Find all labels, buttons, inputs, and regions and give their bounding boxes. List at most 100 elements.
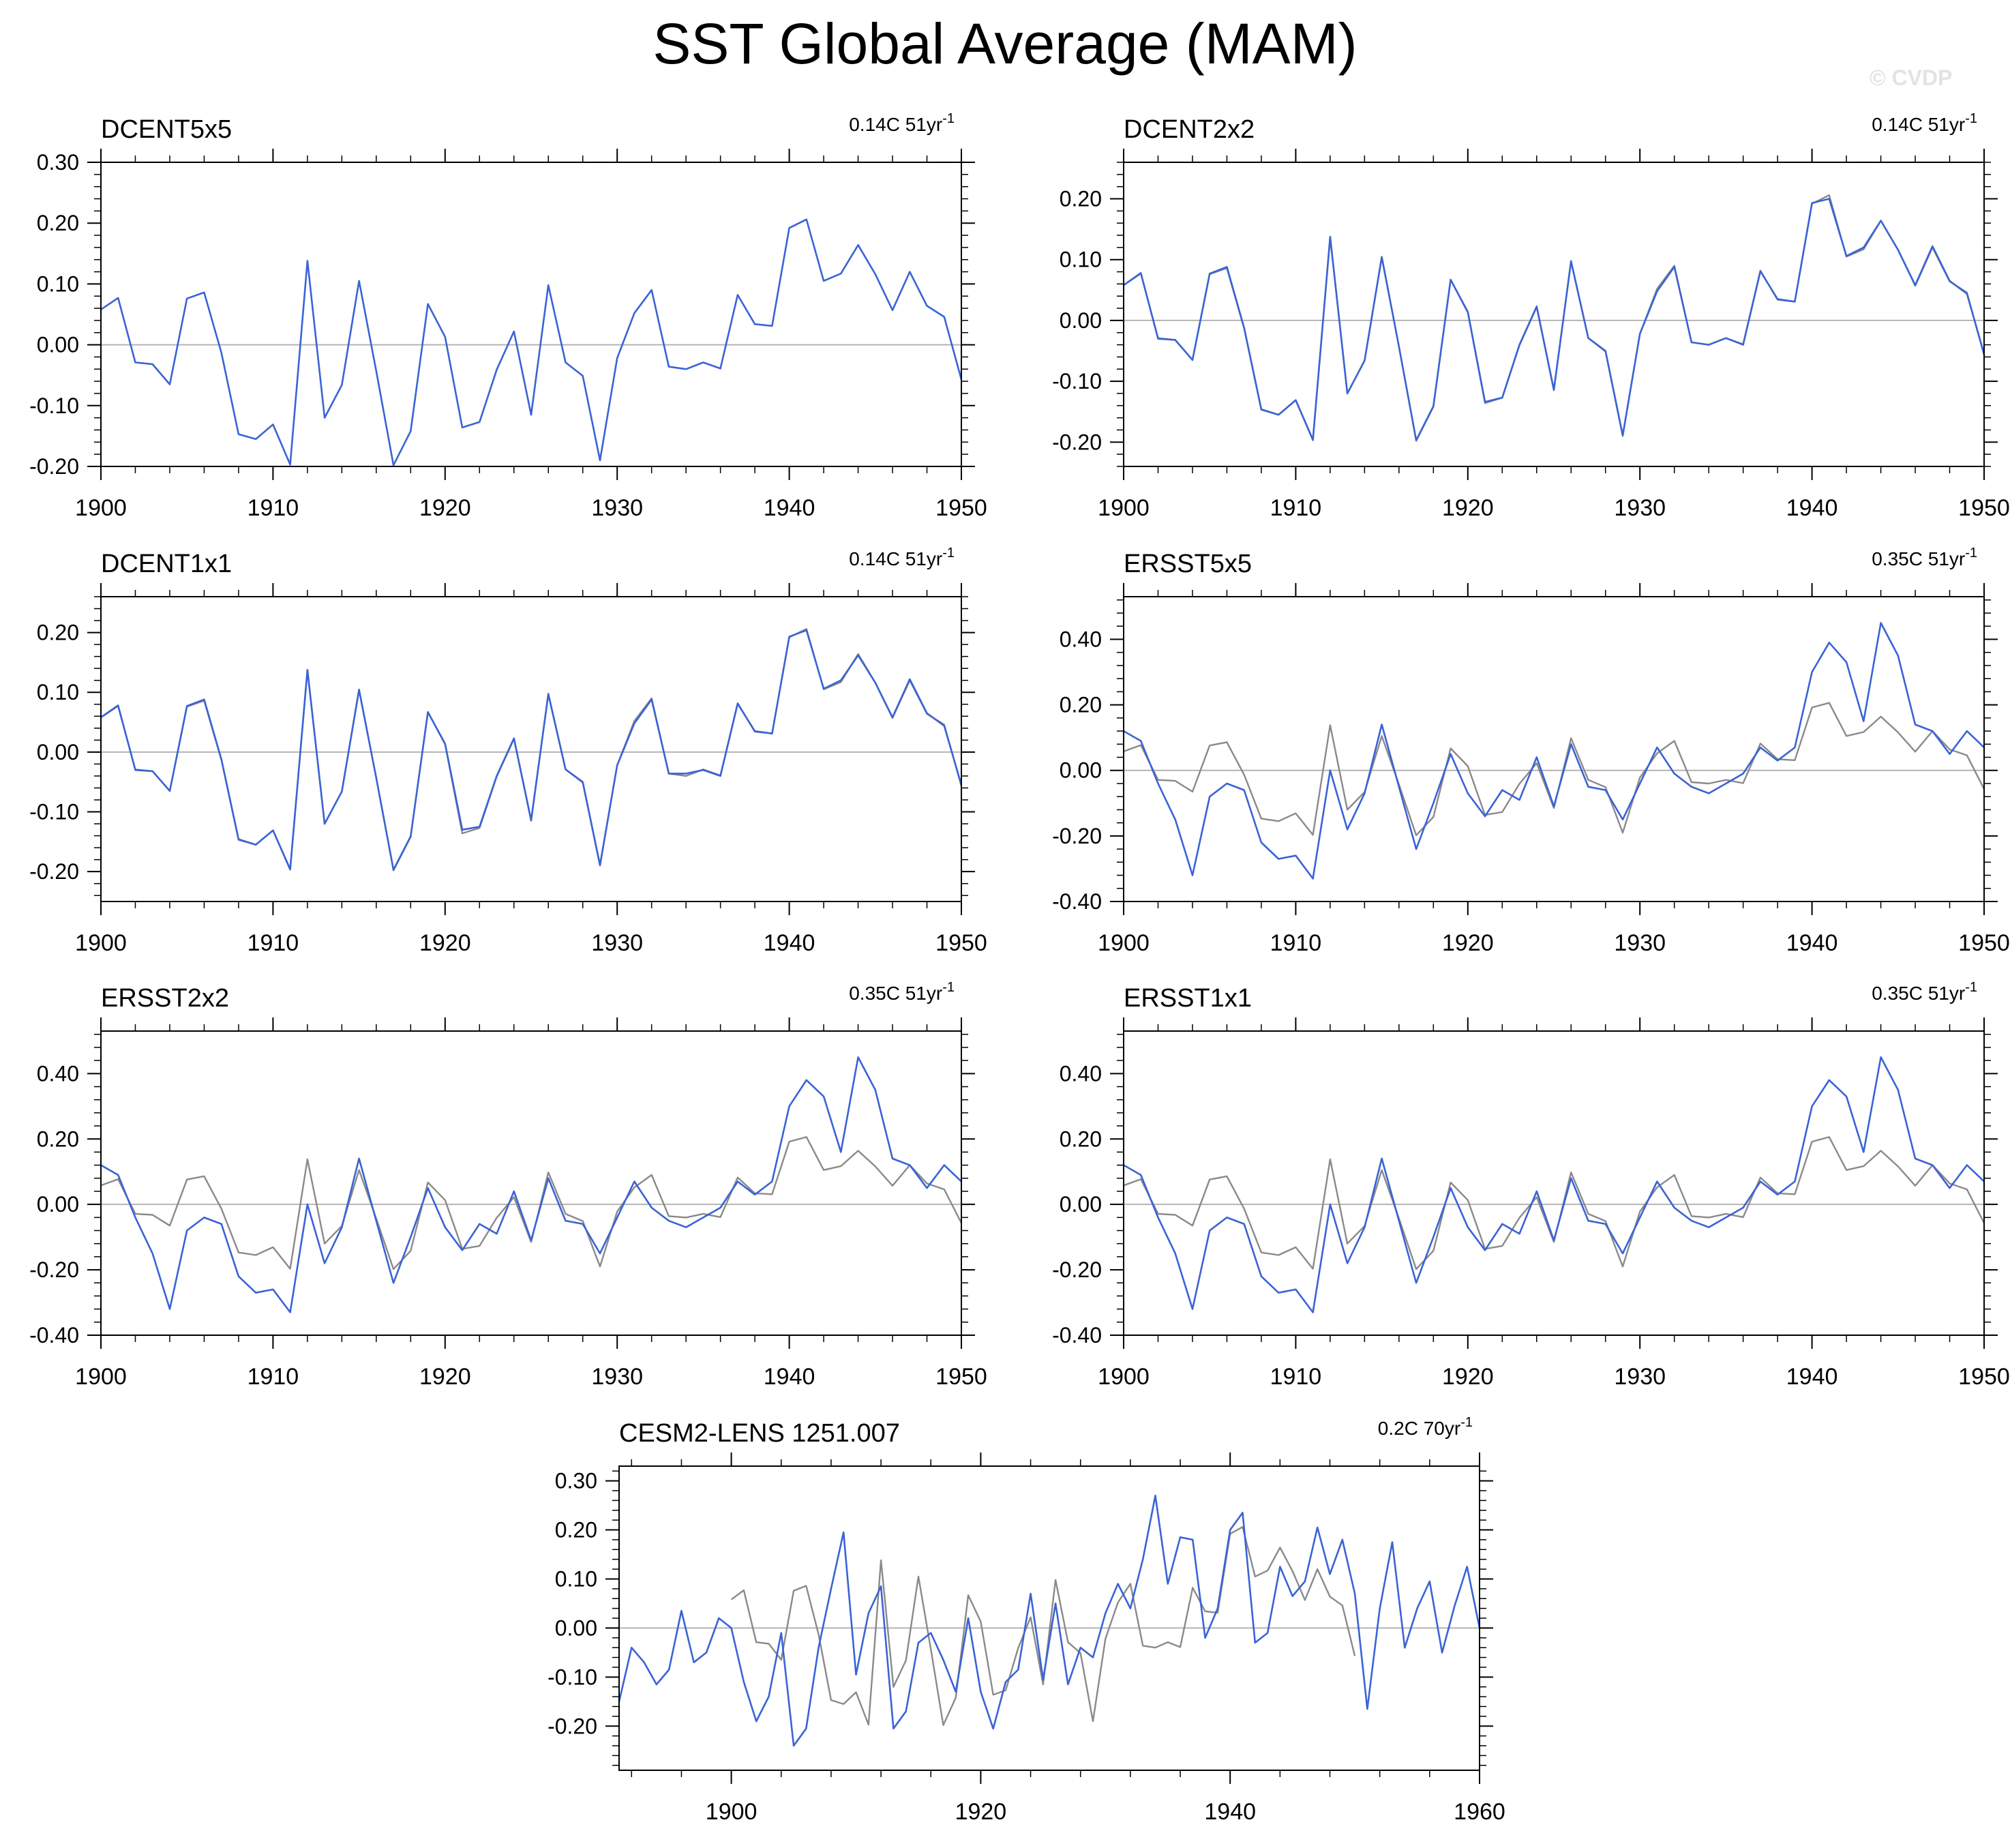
y-tick-label: 0.00 — [37, 333, 79, 357]
trend-label: 0.35C 51yr-1 — [1872, 980, 1977, 1004]
y-tick-label: -0.20 — [29, 1257, 79, 1282]
y-tick-label: -0.40 — [1052, 889, 1102, 914]
x-tick-label: 1930 — [591, 930, 643, 956]
panel-title: ERSST1x1 — [1124, 984, 1252, 1013]
y-tick-label: 0.40 — [37, 1061, 79, 1086]
series-line-reference — [100, 628, 963, 871]
panel-dcent2x2: DCENT2x2 0.14C 51yr-1 -0.20 -0.10 0.00 0.10 0.… — [1052, 111, 2010, 521]
x-tick-label: 1950 — [1958, 495, 2010, 521]
x-tick-label: 1920 — [419, 495, 471, 521]
x-tick-label: 1930 — [1614, 930, 1666, 956]
x-tick-label: 1900 — [75, 495, 127, 521]
x-tick-label: 1900 — [1098, 1364, 1150, 1390]
x-tick-label: 1920 — [419, 1364, 471, 1390]
y-tick-label: -0.10 — [29, 393, 79, 418]
y-tick-label: -0.40 — [1052, 1323, 1102, 1347]
trend-value: 0.35C 51yr — [1872, 983, 1965, 1004]
x-tick-label: 1940 — [1204, 1799, 1256, 1825]
trend-exponent: -1 — [942, 980, 955, 995]
y-tick-label: 0.10 — [37, 271, 79, 296]
x-tick-label: 1910 — [247, 930, 299, 956]
y-tick-label: -0.20 — [548, 1714, 597, 1738]
panel-title: DCENT2x2 — [1124, 115, 1255, 144]
trend-value: 0.35C 51yr — [849, 983, 942, 1004]
y-tick-label: 0.00 — [1060, 308, 1102, 333]
y-tick-label: 0.20 — [1060, 187, 1102, 211]
series-line-model — [618, 1494, 1481, 1747]
y-tick-label: -0.20 — [1052, 1257, 1102, 1282]
x-tick-label: 1910 — [247, 495, 299, 521]
y-tick-label: 0.40 — [1060, 627, 1102, 651]
x-tick-label: 1950 — [1958, 1364, 2010, 1390]
trend-exponent: -1 — [942, 111, 955, 126]
panel-dcent1x1: DCENT1x1 0.14C 51yr-1 -0.20 -0.10 0.00 0.10 0.… — [29, 546, 987, 956]
y-tick-label: -0.10 — [29, 800, 79, 824]
panel-ersst5x5: ERSST5x5 0.35C 51yr-1 -0.40 -0.20 0.00 0.20 0.… — [1052, 546, 2010, 956]
trend-label: 0.14C 51yr-1 — [849, 546, 955, 569]
panel-title: CESM2-LENS 1251.007 — [619, 1419, 900, 1448]
x-tick-label: 1920 — [1442, 1364, 1494, 1390]
x-tick-label: 1960 — [1454, 1799, 1505, 1825]
series-line-reference — [730, 1525, 1356, 1727]
y-tick-label: 0.10 — [37, 680, 79, 704]
y-tick-label: 0.20 — [37, 1127, 79, 1151]
x-tick-label: 1950 — [935, 930, 987, 956]
panel-title: DCENT5x5 — [101, 115, 232, 144]
y-tick-label: -0.40 — [29, 1323, 79, 1347]
panel-title: ERSST5x5 — [1124, 550, 1252, 578]
series-line-model — [100, 629, 963, 871]
series-line-reference — [1123, 702, 1985, 837]
x-tick-label: 1930 — [1614, 1364, 1666, 1390]
plot-frame — [1123, 162, 1985, 467]
plot-frame — [100, 1030, 962, 1336]
panel-dcent5x5: DCENT5x5 0.14C 51yr-1 -0.20 -0.10 0.00 0.10 0.… — [29, 111, 987, 521]
trend-label: 0.14C 51yr-1 — [849, 111, 955, 135]
x-tick-label: 1900 — [1098, 930, 1150, 956]
panel-cesm2-lens-1251-007: CESM2-LENS 1251.007 0.2C 70yr-1 -0.20 -0.10… — [548, 1415, 1505, 1825]
x-tick-label: 1920 — [1442, 930, 1494, 956]
series-line-reference — [1123, 194, 1985, 442]
plot-frame — [100, 596, 962, 902]
series-line-model — [1123, 622, 1985, 880]
plot-frame — [100, 162, 962, 467]
y-tick-label: 0.20 — [555, 1518, 597, 1543]
main-title: SST Global Average (MAM) — [652, 12, 1358, 76]
x-tick-label: 1940 — [764, 495, 815, 521]
y-tick-label: -0.20 — [1052, 824, 1102, 848]
x-tick-label: 1940 — [764, 1364, 815, 1390]
y-tick-label: 0.10 — [555, 1566, 597, 1591]
trend-value: 0.14C 51yr — [1872, 114, 1965, 135]
trend-exponent: -1 — [1965, 546, 1977, 561]
x-tick-label: 1950 — [935, 495, 987, 521]
trend-exponent: -1 — [1965, 980, 1977, 995]
series-line-model — [100, 218, 963, 466]
trend-exponent: -1 — [1965, 111, 1977, 126]
y-tick-label: 0.00 — [1060, 758, 1102, 783]
x-tick-label: 1910 — [1270, 930, 1322, 956]
x-tick-label: 1940 — [764, 930, 815, 956]
x-tick-label: 1940 — [1786, 1364, 1838, 1390]
panel-ersst2x2: ERSST2x2 0.35C 51yr-1 -0.40 -0.20 0.00 0.20 0.… — [29, 980, 987, 1390]
y-tick-label: 0.20 — [1060, 1127, 1102, 1151]
panel-title: ERSST2x2 — [101, 984, 229, 1013]
trend-label: 0.35C 51yr-1 — [1872, 546, 1977, 569]
x-tick-label: 1900 — [75, 930, 127, 956]
x-tick-label: 1910 — [247, 1364, 299, 1390]
y-tick-label: 0.20 — [37, 621, 79, 645]
x-tick-label: 1900 — [1098, 495, 1150, 521]
trend-label: 0.2C 70yr-1 — [1378, 1415, 1473, 1439]
y-tick-label: 0.00 — [37, 740, 79, 764]
y-tick-label: -0.20 — [29, 859, 79, 884]
plot-frame — [1123, 1030, 1985, 1336]
trend-value: 0.14C 51yr — [849, 548, 942, 569]
y-tick-label: -0.10 — [1052, 369, 1102, 393]
panel-ersst1x1: ERSST1x1 0.35C 51yr-1 -0.40 -0.20 0.00 0.20 0.… — [1052, 980, 2010, 1390]
plot-frame — [1123, 596, 1985, 902]
y-tick-label: 0.20 — [1060, 693, 1102, 717]
panel-title: DCENT1x1 — [101, 550, 232, 578]
series-line-model — [1123, 198, 1985, 441]
x-tick-label: 1900 — [75, 1364, 127, 1390]
series-line-model — [1123, 1056, 1985, 1313]
y-tick-label: -0.20 — [29, 454, 79, 479]
trend-value: 0.2C 70yr — [1378, 1418, 1460, 1439]
